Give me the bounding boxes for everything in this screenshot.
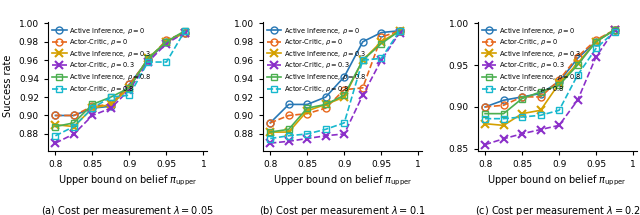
- Legend: Active Inference, $\rho = 0$, Actor-Critic, $\rho = 0$, Active Inference, $\rho : Active Inference, $\rho = 0$, Actor-Crit…: [481, 25, 582, 95]
- Title: (b) Cost per measurement $\lambda = 0.1$: (b) Cost per measurement $\lambda = 0.1$: [259, 204, 426, 215]
- X-axis label: Upper bound on belief $\pi_\mathrm{upper}$: Upper bound on belief $\pi_\mathrm{upper…: [273, 174, 412, 189]
- Legend: Active Inference, $\rho = 0$, Actor-Critic, $\rho = 0$, Active Inference, $\rho : Active Inference, $\rho = 0$, Actor-Crit…: [266, 25, 367, 95]
- Title: (c) Cost per measurement $\lambda = 0.2$: (c) Cost per measurement $\lambda = 0.2$: [475, 204, 640, 215]
- Legend: Active Inference, $\rho = 0$, Actor-Critic, $\rho = 0$, Active Inference, $\rho : Active Inference, $\rho = 0$, Actor-Crit…: [51, 25, 152, 95]
- X-axis label: Upper bound on belief $\pi_\mathrm{upper}$: Upper bound on belief $\pi_\mathrm{upper…: [488, 174, 627, 189]
- Title: (a) Cost per measurement $\lambda = 0.05$: (a) Cost per measurement $\lambda = 0.05…: [41, 204, 214, 215]
- X-axis label: Upper bound on belief $\pi_\mathrm{upper}$: Upper bound on belief $\pi_\mathrm{upper…: [58, 174, 197, 189]
- Y-axis label: Success rate: Success rate: [3, 55, 13, 117]
